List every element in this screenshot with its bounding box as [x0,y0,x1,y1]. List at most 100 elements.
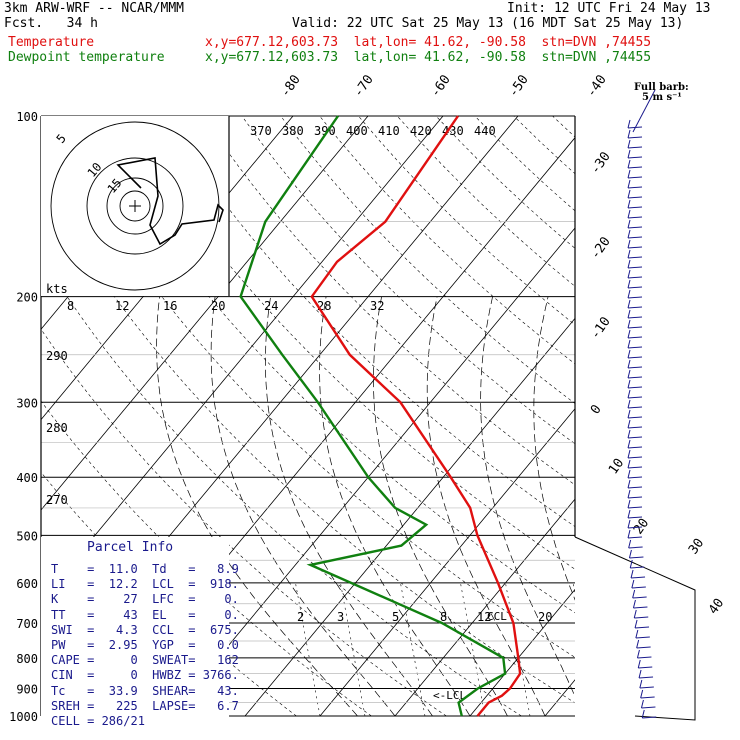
thetae-label: 24 [264,299,278,313]
isotherm-tick-label: -70 [351,72,377,100]
wind-barb [627,349,643,359]
wind-barb [627,199,643,209]
wind-barb [641,709,657,719]
isotherm-tick-label: 30 [686,536,707,557]
isotherm-tick-label: -20 [588,234,614,262]
wind-barbs [627,89,657,719]
hodograph-trace [116,157,224,246]
wind-barb [627,529,643,539]
valid-time: Valid: 22 UTC Sat 25 May 13 (16 MDT Sat … [292,16,684,31]
wind-barb [636,649,652,659]
mixing-ratio-label: 3 [337,610,344,624]
mixing-ratio-line [400,582,426,716]
theta-label-low: 290 [46,349,68,363]
wind-barb [636,639,651,649]
dry-adiabat [358,116,575,326]
isotherm-tick-label: -50 [506,72,532,100]
dry-adiabat [280,116,575,404]
isotherm-tick-label: -30 [588,149,614,177]
wind-barb [627,249,643,259]
parcel-info-title: Parcel Info [87,540,174,555]
wind-barb [627,279,643,289]
dewpoint-trace [239,115,507,717]
isotherm-line [620,116,740,716]
isotherm-tick-label: 10 [606,456,627,477]
parcel-row: SWI = 4.3 CCL = 675. [51,622,239,637]
wind-barb [627,289,643,299]
wind-barb [627,179,643,189]
right-axis-lower [574,536,696,721]
isotherm-tick-label: -10 [588,314,614,342]
wind-barb [627,409,643,419]
theta-label: 420 [410,124,432,138]
wind-barb [627,209,643,219]
pressure-tick-label: 600 [16,577,38,591]
wind-barb [627,139,643,149]
hodograph-unit: kts [46,282,68,296]
wind-barb [627,119,643,129]
wind-barb [640,689,655,699]
dry-adiabat [319,116,575,365]
pressure-tick-label: 100 [16,110,38,124]
ccl-annotation: CCL [487,610,507,623]
theta-label: 400 [346,124,368,138]
wind-barb [632,589,647,599]
wind-barb [634,619,650,629]
wind-barb [627,269,643,279]
wind-barb [627,439,643,449]
pressure-tick-label: 400 [16,471,38,485]
wind-barb [627,479,643,489]
pressure-tick-label: 300 [16,396,38,410]
wind-barb [627,429,643,439]
isotherm-line [394,498,575,716]
wind-barb [627,339,643,349]
isotherm-line [695,116,740,716]
mixing-ratio-line [460,582,486,716]
wind-barb [627,159,643,169]
dry-adiabat [513,116,575,175]
model-title: 3km ARW-WRF -- NCAR/MMM [4,1,185,16]
dry-adiabat [241,116,575,445]
theta-label: 440 [474,124,496,138]
pressure-tick-label: 800 [16,652,38,666]
parcel-row: CELL = 286/21 [51,714,145,728]
wind-barb [627,239,643,249]
wind-barb [639,679,654,689]
barb-legend: Full barb: 5 m s⁻¹ [634,83,689,103]
wind-barb [640,699,656,709]
parcel-info-panel: Parcel Info T = 11.0 Td = 8.9 LI = 12.2 L… [41,537,239,730]
theta-label: 370 [250,124,272,138]
dewpoint-location: x,y=677.12,603.73 lat,lon= 41.62, -90.58… [205,50,652,65]
parcel-row: CAPE = 0 SWEAT= 162 [51,653,239,668]
pressure-tick-label: 500 [16,529,38,543]
wind-barb [627,229,643,239]
isotherm-tick-label: 40 [706,596,727,617]
dry-adiabat [552,116,575,138]
wind-barb [627,379,643,389]
pressure-tick-label: 200 [16,291,38,305]
mixing-ratio-label: 20 [538,610,552,624]
thetae-label: 8 [67,299,74,313]
isotherm-tick-label: -80 [278,72,304,100]
wind-barb [627,259,643,269]
isotherm-line [41,116,369,511]
dry-adiabat [164,116,575,527]
pressure-tick-label: 1000 [9,710,38,724]
parcel-row: TT = 43 EL = 0. [51,607,239,622]
temperature-location: x,y=677.12,603.73 lat,lon= 41.62, -90.58… [205,35,652,50]
isotherm-line [544,679,575,716]
wind-barb [638,669,654,679]
wind-barb [629,559,645,569]
wind-barb [627,299,643,309]
parcel-row: CIN = 0 HWBZ = 3766. [51,668,239,683]
wind-barb [627,509,643,519]
theta-label: 430 [442,124,464,138]
wind-barb [627,149,643,159]
wind-barb [627,189,643,199]
wind-barb [633,609,649,619]
parcel-row: K = 27 LFC = 0. [51,592,239,607]
wind-barb [627,459,643,469]
wind-barb [627,129,643,139]
parcel-row: LI = 12.2 LCL = 918. [51,577,239,592]
moist-adiabat [373,296,508,716]
